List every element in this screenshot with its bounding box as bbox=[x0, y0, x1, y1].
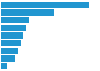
Bar bbox=[1, 32, 23, 39]
Bar bbox=[1, 17, 29, 23]
Bar bbox=[1, 40, 21, 46]
Bar bbox=[1, 9, 54, 16]
Bar bbox=[1, 2, 89, 8]
Bar bbox=[1, 55, 14, 62]
Bar bbox=[1, 48, 18, 54]
Bar bbox=[1, 25, 26, 31]
Bar bbox=[1, 63, 7, 69]
